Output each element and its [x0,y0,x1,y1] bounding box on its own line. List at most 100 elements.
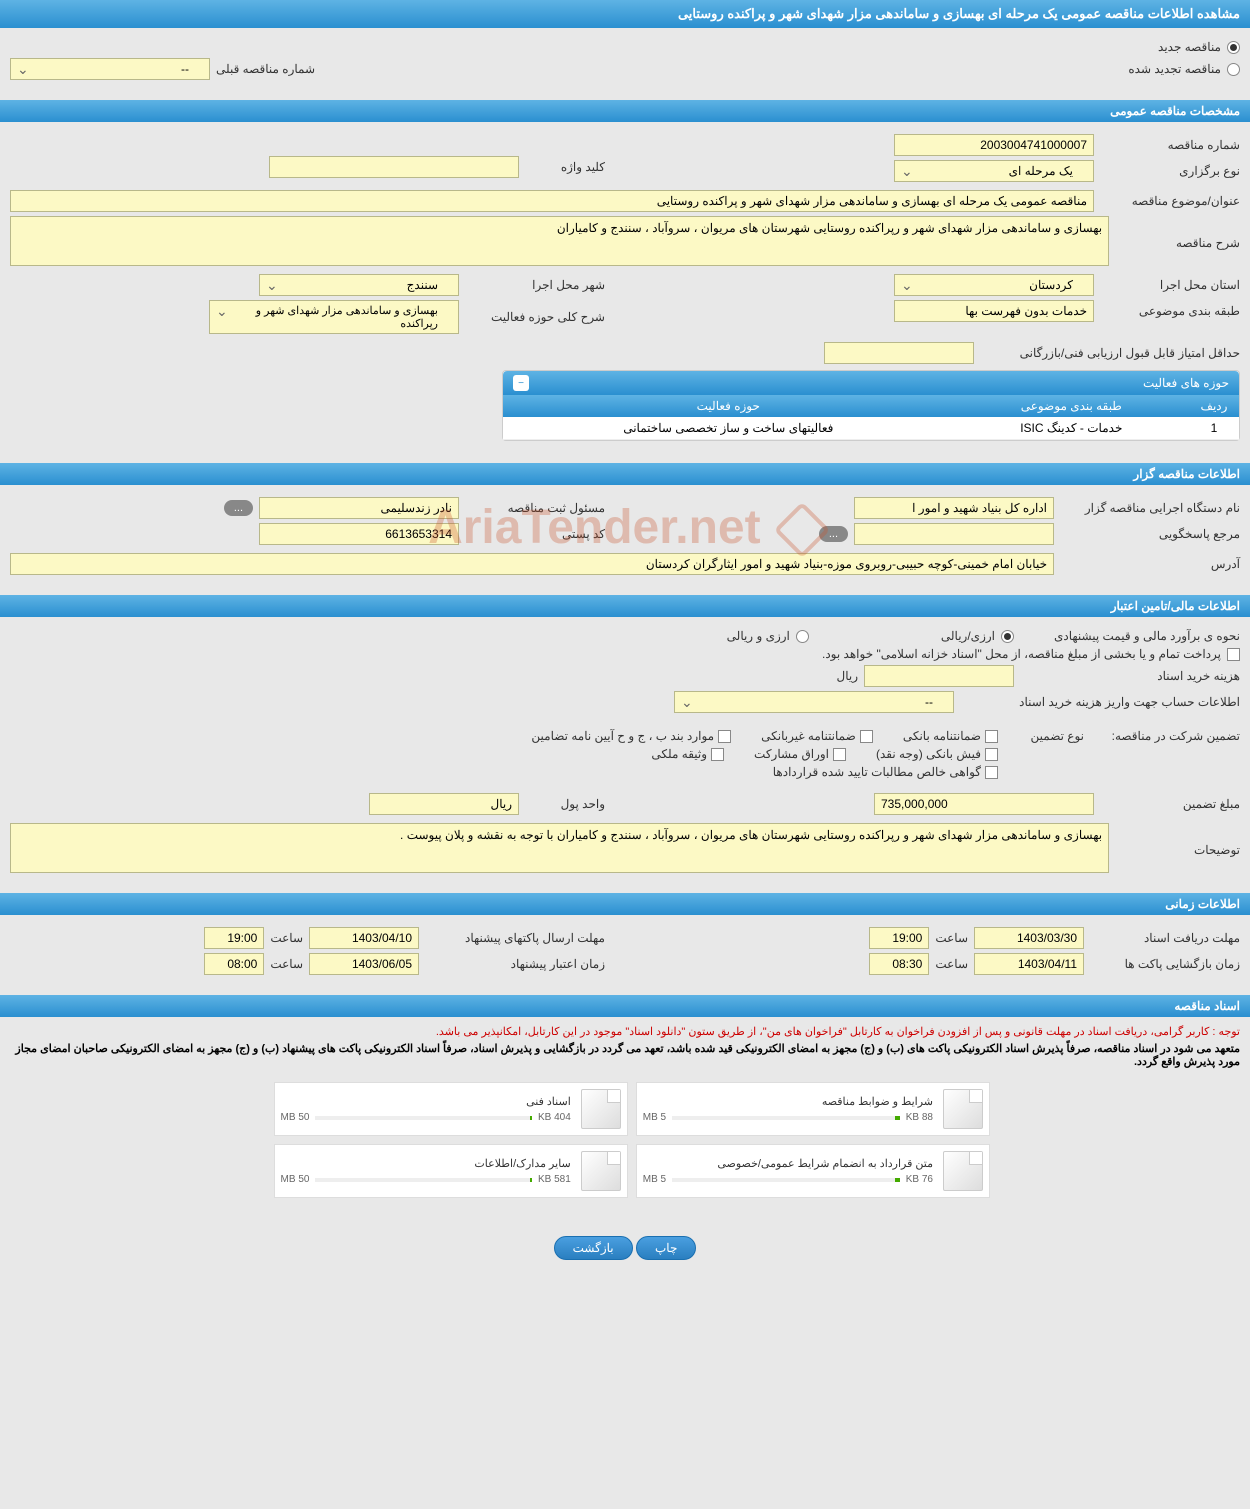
label-send-deadline: مهلت ارسال پاکتهای پیشنهاد [425,931,605,945]
print-button[interactable]: چاپ [636,1236,696,1260]
cb-bank[interactable] [985,730,998,743]
notice-download: توجه : کاربر گرامی، دریافت اسناد در مهلت… [10,1025,1240,1038]
cb-property[interactable] [711,748,724,761]
label-doc-cost: هزینه خرید اسناد [1020,669,1240,683]
select-province[interactable]: کردستان [894,274,1094,296]
label-subject-class: طبقه بندی موضوعی [1100,304,1240,318]
field-address: خیابان امام خمینی-کوچه حبیبی-روبروی موزه… [10,553,1054,575]
file-title-2: متن قرارداد به انضمام شرایط عمومی/خصوصی [643,1157,933,1170]
col-activity: حوزه فعالیت [503,395,954,417]
field-receive-date: 1403/03/30 [974,927,1084,949]
back-button[interactable]: بازگشت [554,1236,633,1260]
file-box-3[interactable]: سایر مدارک/اطلاعات 581 KB 50 MB [274,1144,628,1198]
registrar-more-button[interactable]: ... [224,500,253,516]
checkbox-payment[interactable] [1227,648,1240,661]
radio-rial[interactable] [1001,630,1014,643]
select-activity-scope[interactable]: بهسازی و ساماندهی مزار شهدای شهر و رپراک… [209,300,459,334]
select-account[interactable]: -- [674,691,954,713]
field-opening-date: 1403/04/11 [974,953,1084,975]
field-keyword[interactable] [269,156,519,178]
file-box-1[interactable]: اسناد فنی 404 KB 50 MB [274,1082,628,1136]
label-registrar: مسئول ثبت مناقصه [465,501,605,515]
label-city: شهر محل اجرا [465,278,605,292]
label-hour1: ساعت [935,931,968,945]
label-hour2: ساعت [935,957,968,971]
select-prev-number[interactable]: -- [10,58,210,80]
label-holding-type: نوع برگزاری [1100,164,1240,178]
prev-number-value: -- [181,62,189,76]
cb-receivables[interactable] [985,766,998,779]
table-row: 1 خدمات - کدینگ ISIC فعالیتهای ساخت و سا… [503,417,1239,440]
label-tender-number: شماره مناقصه [1100,138,1240,152]
field-guarantee-amt: 735,000,000 [874,793,1094,815]
section-documents: اسناد مناقصه [0,995,1250,1017]
label-min-score: حداقل امتیاز قابل قبول ارزیابی فنی/بازرگ… [980,346,1240,360]
label-postal: کد پستی [465,527,605,541]
cb-nonbank[interactable] [860,730,873,743]
section-financial: اطلاعات مالی/تامین اعتبار [0,595,1250,617]
radio-foreign-rial[interactable] [796,630,809,643]
section-general: مشخصات مناقصه عمومی [0,100,1250,122]
field-subject: مناقصه عمومی یک مرحله ای بهسازی و ساماند… [10,190,1094,212]
label-account: اطلاعات حساب جهت واریز هزینه خرید اسناد [960,695,1240,709]
label-guarantee-type: نوع تضمین [1004,729,1084,743]
select-city[interactable]: سنندج [259,274,459,296]
field-send-date: 1403/04/10 [309,927,419,949]
file-box-0[interactable]: شرایط و ضوابط مناقصه 88 KB 5 MB [636,1082,990,1136]
label-hour3: ساعت [270,931,303,945]
label-foreign-rial: ارزی و ریالی [727,629,790,643]
label-contact: مرجع پاسخگویی [1060,527,1240,541]
field-subject-class: خدمات بدون فهرست بها [894,300,1094,322]
col-subject: طبقه بندی موضوعی [954,395,1189,417]
cb-cash[interactable] [985,748,998,761]
page-title: مشاهده اطلاعات مناقصه عمومی یک مرحله ای … [678,6,1240,21]
label-address: آدرس [1060,557,1240,571]
col-row: ردیف [1189,395,1239,417]
field-credit-date: 1403/06/05 [309,953,419,975]
label-rial: ارزی/ریالی [941,629,995,643]
label-keyword: کلید واژه [525,160,605,174]
field-min-score[interactable] [824,342,974,364]
page-title-bar: مشاهده اطلاعات مناقصه عمومی یک مرحله ای … [0,0,1250,28]
notice-electronic: متعهد می شود در اسناد مناقصه، صرفاً پذیر… [10,1042,1240,1068]
field-contact[interactable] [854,523,1054,545]
field-description: بهسازی و ساماندهی مزار شهدای شهر و رپراک… [10,216,1109,266]
file-box-2[interactable]: متن قرارداد به انضمام شرایط عمومی/خصوصی … [636,1144,990,1198]
field-receive-time: 19:00 [869,927,929,949]
select-holding-type[interactable]: یک مرحله ای [894,160,1094,182]
field-agency: اداره کل بنیاد شهید و امور ا [854,497,1054,519]
collapse-icon[interactable]: − [513,375,529,391]
contact-more-button[interactable]: ... [819,526,848,542]
field-opening-time: 08:30 [869,953,929,975]
file-icon [581,1151,621,1191]
field-send-time: 19:00 [204,927,264,949]
field-tender-number: 2003004741000007 [894,134,1094,156]
label-payment-note: پرداخت تمام و یا بخشی از مبلغ مناقصه، از… [822,647,1221,661]
file-icon [581,1089,621,1129]
label-explanation: توضیحات [1115,823,1240,857]
activity-table: ردیف طبقه بندی موضوعی حوزه فعالیت 1 خدما… [503,395,1239,440]
label-subject: عنوان/موضوع مناقصه [1100,194,1240,208]
activity-panel: حوزه های فعالیت − ردیف طبقه بندی موضوعی … [502,370,1240,441]
label-guarantee-amt: مبلغ تضمین [1100,797,1240,811]
label-opening: زمان بازگشایی پاکت ها [1090,957,1240,971]
field-explanation: بهسازی و ساماندهی مزار شهدای شهر و رپراک… [10,823,1109,873]
label-estimate-method: نحوه ی برآورد مالی و قیمت پیشنهادی [1020,629,1240,643]
radio-new-tender[interactable] [1227,41,1240,54]
label-currency-unit: واحد پول [525,797,605,811]
section-timing: اطلاعات زمانی [0,893,1250,915]
cb-bonds[interactable] [833,748,846,761]
field-doc-cost[interactable] [864,665,1014,687]
section-organizer: اطلاعات مناقصه گزار [0,463,1250,485]
file-title-1: اسناد فنی [281,1095,571,1108]
label-credit: زمان اعتبار پیشنهاد [425,957,605,971]
cb-regulation[interactable] [718,730,731,743]
label-guarantee-section: تضمین شرکت در مناقصه: [1090,729,1240,743]
field-credit-time: 08:00 [204,953,264,975]
file-title-0: شرایط و ضوابط مناقصه [643,1095,933,1108]
radio-renewed-tender[interactable] [1227,63,1240,76]
label-new-tender: مناقصه جدید [1158,40,1221,54]
field-registrar: نادر زندسلیمی [259,497,459,519]
activity-panel-title: حوزه های فعالیت [1143,376,1229,390]
field-currency-unit: ریال [369,793,519,815]
